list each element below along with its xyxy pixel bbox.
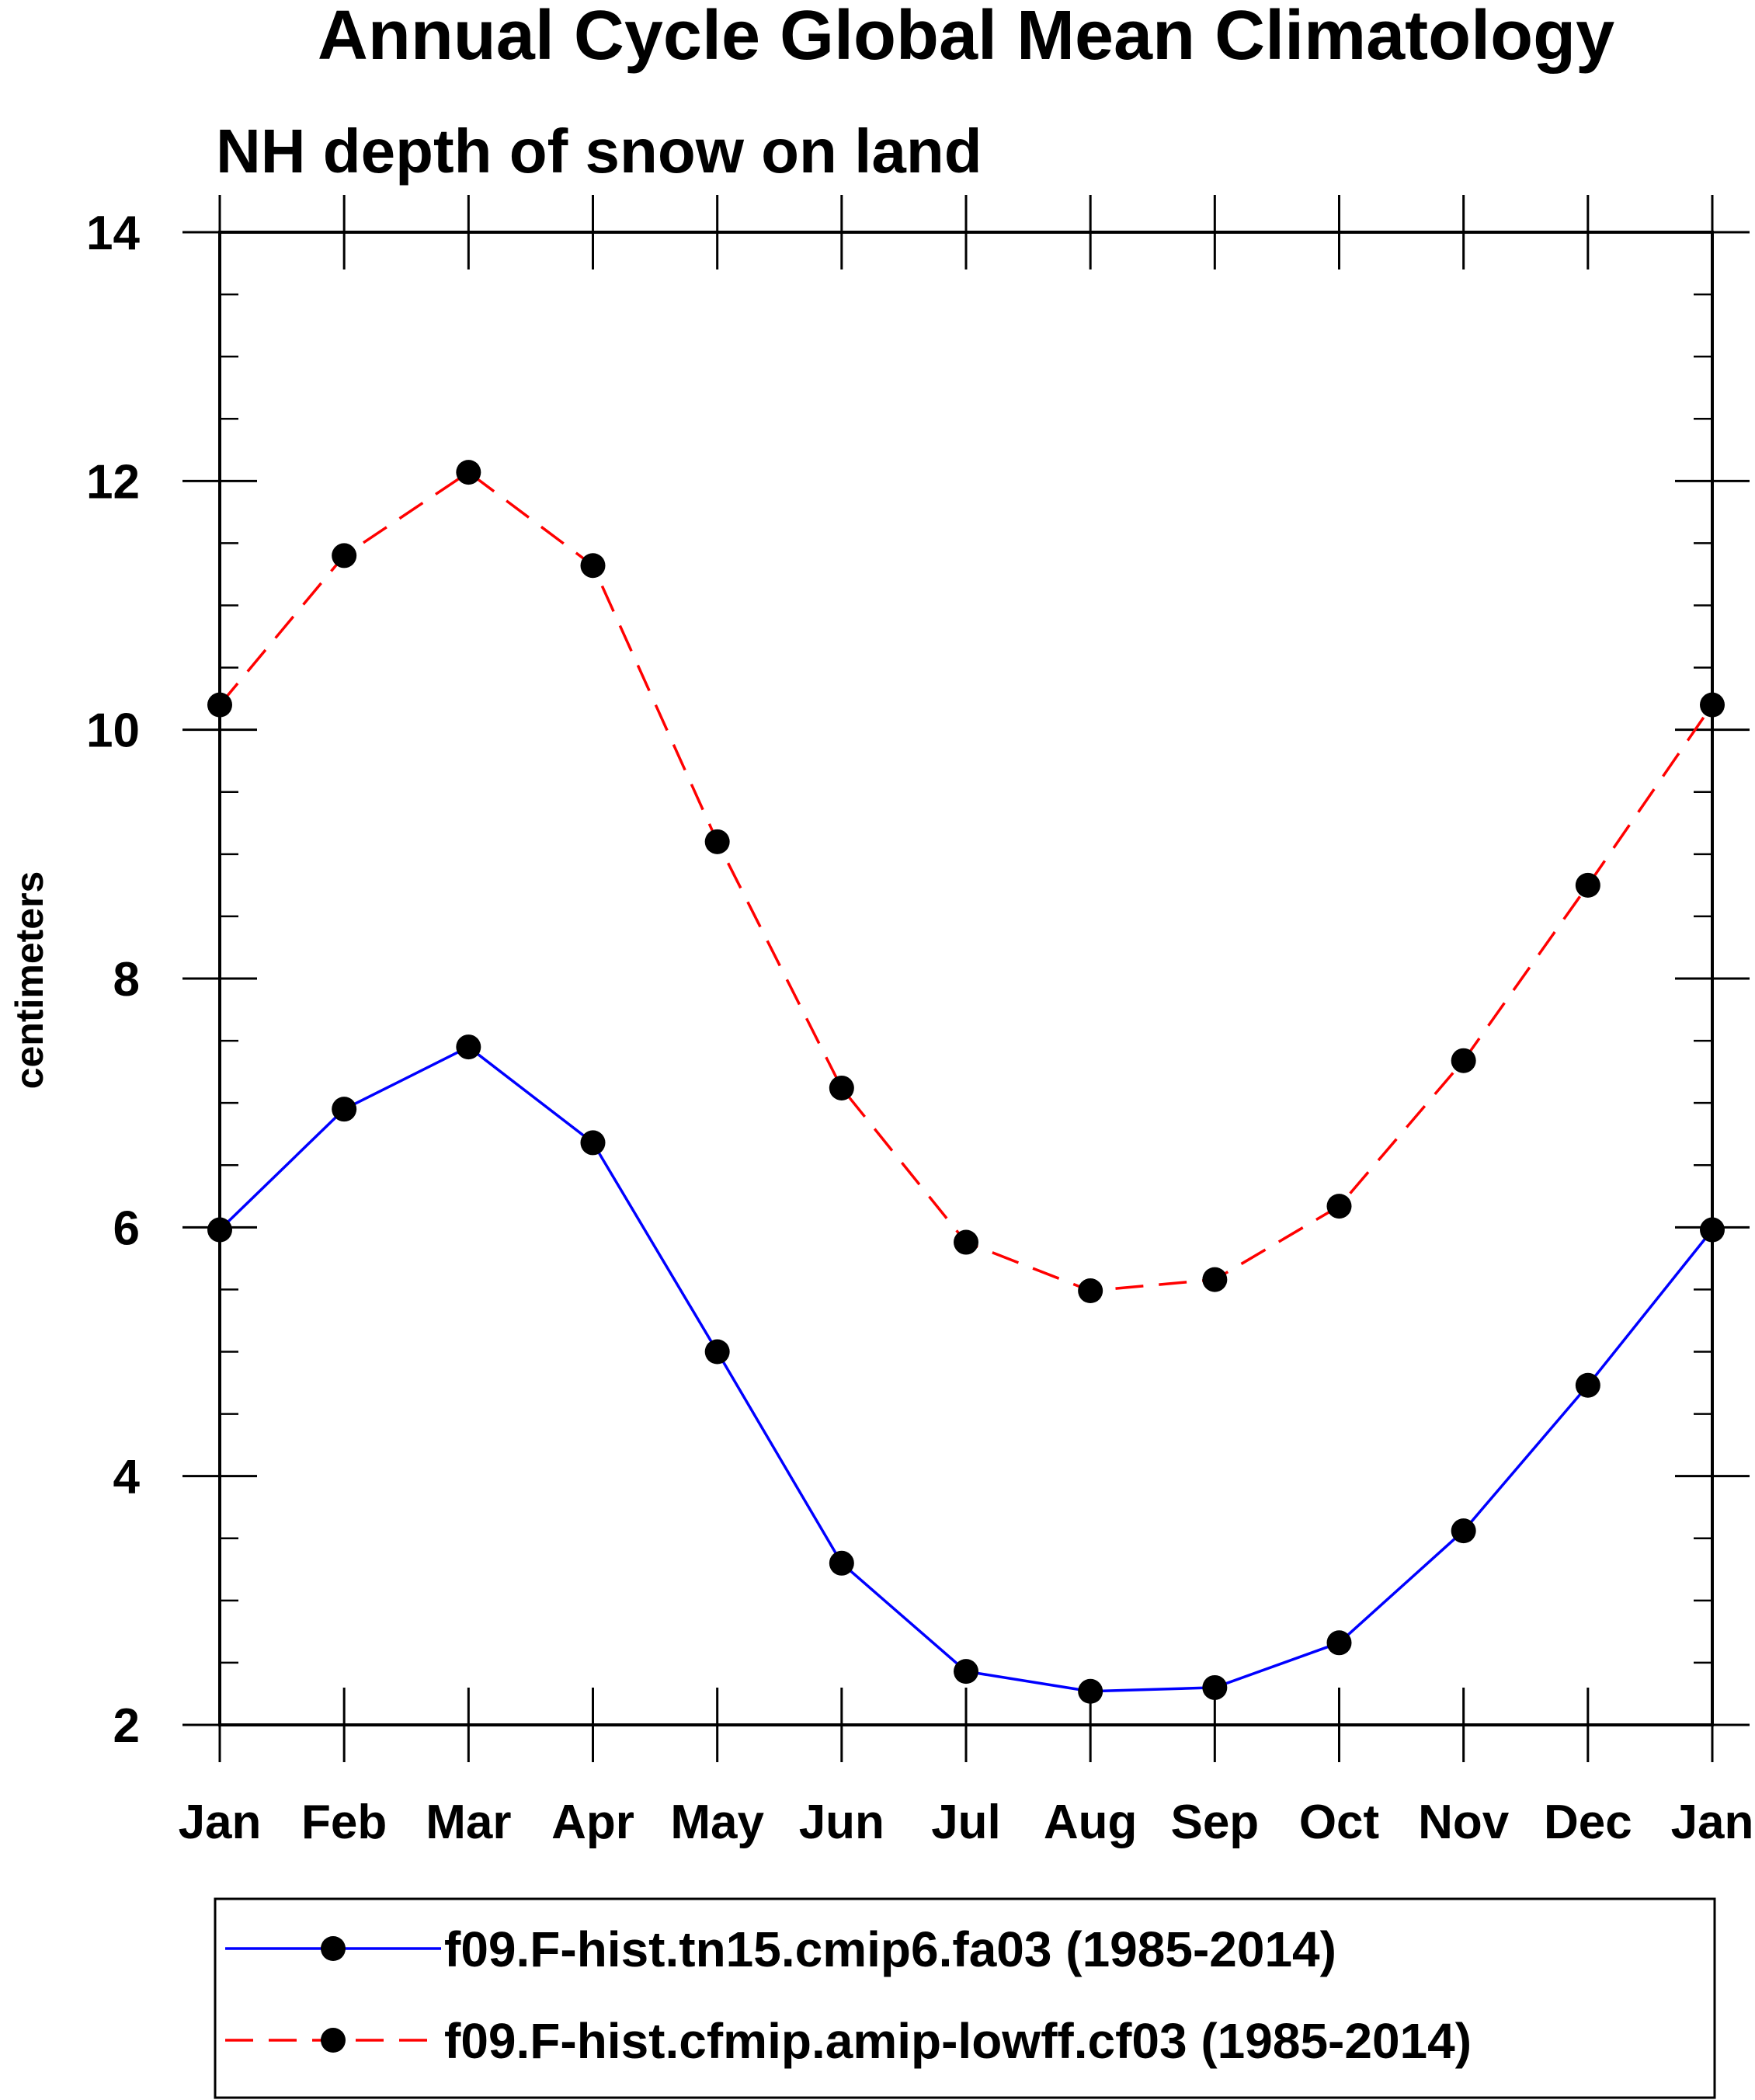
series-1 <box>207 460 1725 1304</box>
data-point <box>829 1550 854 1576</box>
data-point <box>580 1130 606 1156</box>
plot-frame <box>218 231 1714 1726</box>
chart-subtitle: NH depth of snow on land <box>216 116 982 186</box>
chart-title: Annual Cycle Global Mean Climatology <box>318 0 1614 75</box>
y-tick-labels: 2 4 6 8 10 12 14 <box>86 207 140 1753</box>
x-tick-labels: Jan Feb Mar Apr May Jun Jul Aug Sep Oct Nov Dec Jan <box>179 1796 1754 1849</box>
data-point <box>1575 872 1600 898</box>
y-tick-label: 8 <box>113 953 140 1007</box>
data-point <box>704 1339 730 1365</box>
y-tick-label: 12 <box>86 455 140 509</box>
x-tick-label: Jun <box>799 1796 884 1849</box>
data-point <box>704 829 730 854</box>
data-point <box>332 1097 357 1122</box>
x-tick-label: Apr <box>551 1796 634 1849</box>
series-line <box>218 1045 1714 1693</box>
legend-label: f09.F-hist.tn15.cmip6.fa03 (1985-2014) <box>444 1921 1336 1977</box>
data-point <box>1575 1372 1600 1398</box>
x-tick-label: Jan <box>179 1796 262 1849</box>
series-layer <box>207 460 1725 1704</box>
data-point <box>1078 1678 1103 1704</box>
legend-item: f09.F-hist.cfmip.amip-lowff.cf03 (1985-2… <box>225 2013 1472 2069</box>
data-point <box>580 553 606 579</box>
legend-label: f09.F-hist.cfmip.amip-lowff.cf03 (1985-2… <box>444 2013 1472 2069</box>
y-tick-label: 10 <box>86 704 140 758</box>
x-tick-label: May <box>670 1796 764 1849</box>
x-tick-label: Nov <box>1418 1796 1510 1849</box>
data-point <box>1078 1278 1103 1304</box>
x-tick-label: Dec <box>1544 1796 1632 1849</box>
axis-ticks <box>182 195 1750 1762</box>
legend-marker <box>321 1936 346 1961</box>
series-line <box>218 470 1714 1292</box>
data-point <box>829 1075 854 1100</box>
y-tick-label: 6 <box>113 1201 140 1255</box>
data-point <box>1451 1518 1476 1544</box>
legend-item: f09.F-hist.tn15.cmip6.fa03 (1985-2014) <box>225 1921 1336 1977</box>
data-point <box>456 460 481 485</box>
x-tick-label: Jan <box>1671 1796 1754 1849</box>
data-point <box>1202 1267 1228 1292</box>
y-tick-label: 2 <box>113 1699 140 1753</box>
data-point <box>1202 1674 1228 1700</box>
legend: f09.F-hist.tn15.cmip6.fa03 (1985-2014) f0… <box>214 1897 1716 2099</box>
x-tick-label: Jul <box>931 1796 1001 1849</box>
y-tick-label: 14 <box>86 207 140 260</box>
legend-marker <box>321 2028 346 2053</box>
data-point <box>954 1659 978 1685</box>
data-point <box>1326 1630 1352 1656</box>
data-point <box>954 1229 978 1255</box>
x-tick-label: Aug <box>1044 1796 1138 1849</box>
x-tick-label: Oct <box>1299 1796 1379 1849</box>
data-point <box>1326 1194 1352 1219</box>
x-tick-label: Feb <box>301 1796 387 1849</box>
data-point <box>1451 1048 1476 1073</box>
data-point <box>332 543 357 568</box>
x-tick-label: Mar <box>426 1796 511 1849</box>
x-tick-label: Sep <box>1170 1796 1259 1849</box>
y-tick-label: 4 <box>113 1451 141 1504</box>
y-axis-label: centimeters <box>8 871 51 1090</box>
data-point <box>456 1034 481 1060</box>
legend-box <box>214 1897 1716 2099</box>
series-0 <box>207 1034 1725 1704</box>
